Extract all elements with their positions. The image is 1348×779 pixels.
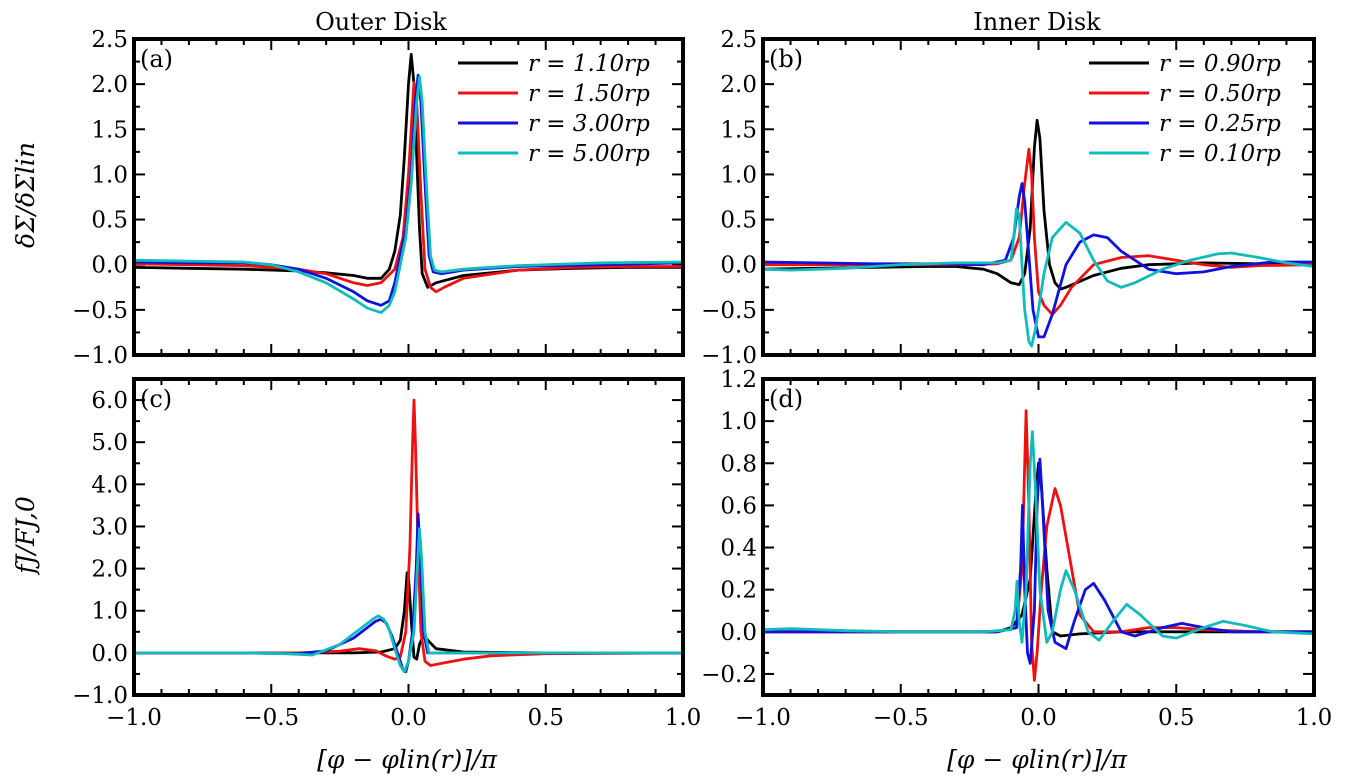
panel-b-series-line-1: [763, 147, 1314, 316]
panel-c-xtick-label: 0.0: [390, 705, 427, 731]
panel-d-inner-disk-flux: −0.2 0.0 0.2 0.4 0.6 0.8 1.0 1.2 −1.0 −0.5 0.0 0.5 1…: [701, 367, 1332, 731]
panel-d-ytick-label: 0.8: [720, 451, 757, 477]
panel-b-ytick-label: −1.0: [701, 343, 757, 369]
panel-b-inner-disk-density: −1.0 −0.5 0.0 0.5 1.0 1.5 2.0 2.5 (b) r = 0.90rp r…: [701, 27, 1316, 369]
panel-c-frame: [132, 377, 685, 697]
panel-d-ytick-label: 0.4: [720, 536, 757, 562]
panel-b-title: Inner Disk: [973, 8, 1101, 36]
panel-d-xtick-label: −1.0: [735, 705, 791, 731]
panel-a-ytick-label: 1.5: [91, 117, 128, 143]
panel-a-series-line-3: [134, 75, 683, 314]
panel-b-legend-label: r = 0.90rp: [1159, 51, 1281, 77]
panel-c-ytick-label: 5.0: [91, 430, 128, 456]
panel-a-frame: [132, 37, 685, 357]
panel-a-ytick-label: 1.0: [91, 162, 128, 188]
panel-a-ytick-label: 0.0: [91, 253, 128, 279]
panel-d-xtick-label: 1.0: [1296, 705, 1333, 731]
panel-b-series-line-0: [763, 118, 1314, 291]
panel-c-ytick-label: 1.0: [91, 599, 128, 625]
panel-b-ytick-label: 1.5: [720, 117, 757, 143]
panel-a-title: Outer Disk: [315, 8, 447, 36]
panel-c-xtick-label: 0.5: [527, 705, 564, 731]
panel-c-label: (c): [140, 385, 172, 413]
panel-d-ytick-label: 1.0: [720, 409, 757, 435]
panel-c-xtick-label: 1.0: [665, 705, 702, 731]
panel-d-ytick-label: −0.2: [701, 662, 757, 688]
panel-d-xtick-label: 0.5: [1158, 705, 1195, 731]
panel-b-ytick-label: −0.5: [701, 298, 757, 324]
panel-a-ytick-label: −0.5: [72, 298, 128, 324]
panel-a-legend-label: r = 5.00rp: [528, 141, 650, 167]
panel-b-frame: [761, 37, 1316, 357]
panel-c-ytick-label: 2.0: [91, 557, 128, 583]
panel-b-label: (b): [769, 45, 803, 73]
panel-b-legend-label: r = 0.10rp: [1159, 141, 1281, 167]
panel-c-ytick-label: 3.0: [91, 514, 128, 540]
panel-a-series-line-2: [134, 73, 683, 307]
panel-c-xtick-label: −0.5: [243, 705, 299, 731]
panel-d-label: (d): [769, 385, 803, 413]
panel-a-ytick-label: 0.5: [91, 208, 128, 234]
panel-d-xtick-label: 0.0: [1020, 705, 1057, 731]
panel-a-series-line-1: [134, 80, 683, 294]
x-axis-label-left: [φ − φlin(r)]/π: [317, 745, 497, 774]
panel-d-ytick-label: 0.0: [720, 620, 757, 646]
panel-c-xtick-label: −1.0: [106, 705, 162, 731]
panel-a-outer-disk-density: −1.0 −0.5 0.0 0.5 1.0 1.5 2.0 2.5 (a) r = 1.10rp r…: [72, 27, 685, 369]
panel-b-ytick-label: 2.0: [720, 72, 757, 98]
panel-d-ytick-label: 1.2: [720, 367, 757, 393]
y-axis-label-bottom: fJ/FJ,0: [11, 496, 40, 576]
panel-b-ytick-label: 1.0: [720, 162, 757, 188]
panel-b-series-line-3: [763, 207, 1314, 348]
x-axis-label-right: [φ − φlin(r)]/π: [947, 745, 1127, 774]
y-axis-label-top: δΣ/δΣlin: [11, 142, 40, 248]
panel-b-ytick-label: 2.5: [720, 27, 757, 53]
panel-c-series-line-1: [134, 398, 683, 667]
panel-a-ytick-label: 2.0: [91, 72, 128, 98]
panel-b-legend-label: r = 0.50rp: [1159, 81, 1281, 107]
panel-a-legend-label: r = 3.00rp: [528, 111, 650, 137]
panel-c-ytick-label: −1.0: [72, 683, 128, 709]
panel-a-legend-label: r = 1.50rp: [528, 81, 650, 107]
panel-d-ytick-label: 0.2: [720, 578, 757, 604]
panel-c-series-line-3: [134, 527, 683, 674]
panel-a-ytick-label: 2.5: [91, 27, 128, 53]
panel-d-series-line-2: [763, 457, 1314, 665]
panel-c-outer-disk-flux: −1.0 0.0 1.0 2.0 3.0 4.0 5.0 6.0 −1.0 −0.5 0.0 0.5 1…: [72, 377, 702, 731]
panel-a-ytick-label: −1.0: [72, 343, 128, 369]
panel-a-label: (a): [140, 45, 173, 73]
panel-c-ytick-label: 4.0: [91, 472, 128, 498]
panel-c-ytick-label: 6.0: [91, 388, 128, 414]
panel-b-legend-label: r = 0.25rp: [1159, 111, 1281, 137]
panel-d-ytick-label: 0.6: [720, 493, 757, 519]
panel-a-legend-label: r = 1.10rp: [528, 51, 650, 77]
panel-d-xtick-label: −0.5: [873, 705, 929, 731]
panel-b-ytick-label: 0.5: [720, 208, 757, 234]
panel-d-frame: [761, 377, 1316, 697]
panel-b-ytick-label: 0.0: [720, 253, 757, 279]
panel-d-series-line-3: [763, 430, 1314, 644]
panel-c-ytick-label: 0.0: [91, 641, 128, 667]
